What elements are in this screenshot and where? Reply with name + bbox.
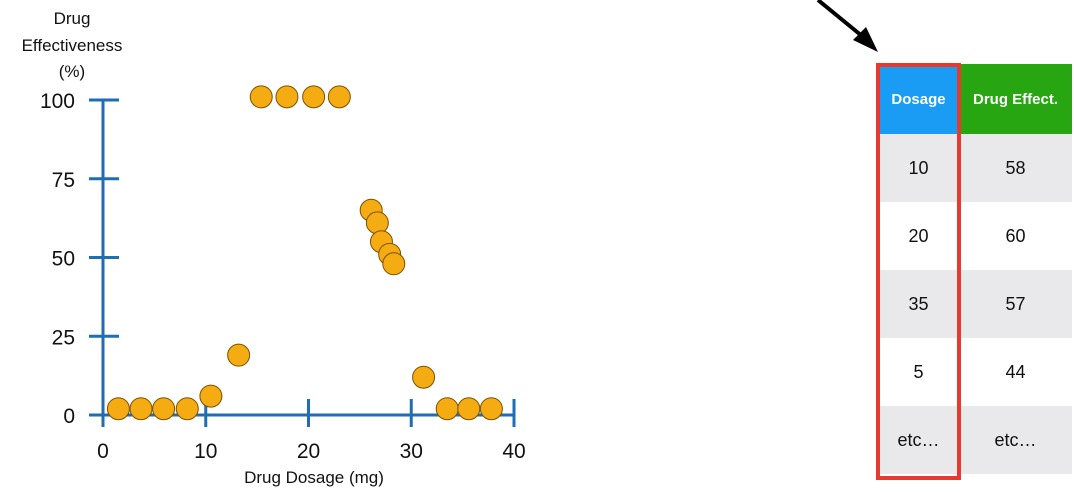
- data-point: [327, 85, 351, 109]
- x-tick-label: 10: [194, 440, 217, 463]
- y-tick-label: 0: [63, 405, 75, 428]
- data-table: Dosage Drug Effect. 10 58 20 60 35 57 5 …: [878, 64, 1072, 474]
- data-point: [106, 397, 130, 421]
- table-cell-effect: 44: [959, 338, 1072, 406]
- data-point: [302, 85, 326, 109]
- y-tick-label: 100: [40, 90, 75, 113]
- y-tick-label: 50: [52, 248, 75, 271]
- data-point: [412, 365, 436, 389]
- x-tick-label: 30: [400, 440, 423, 463]
- table-cell-effect: 57: [959, 270, 1072, 338]
- table-cell-dosage: etc…: [878, 406, 959, 474]
- table-cell-dosage: 5: [878, 338, 959, 406]
- table-cell-dosage: 35: [878, 270, 959, 338]
- data-point: [275, 85, 299, 109]
- x-tick-label: 20: [297, 440, 320, 463]
- y-axis-title-line-1: Drug: [54, 9, 91, 28]
- chart-ticks: [89, 98, 516, 427]
- x-tick-label: 0: [97, 440, 109, 463]
- chart-axes: [101, 100, 514, 417]
- data-point: [479, 397, 503, 421]
- y-axis-title-line-3: (%): [59, 62, 85, 81]
- table-header-dosage: Dosage: [878, 64, 959, 134]
- table-header-drug-effect: Drug Effect.: [959, 64, 1072, 134]
- data-point: [249, 85, 273, 109]
- chart-points: [106, 85, 503, 421]
- y-tick-label: 25: [52, 326, 75, 349]
- data-point: [365, 211, 389, 235]
- data-point: [457, 397, 481, 421]
- data-point: [227, 343, 251, 367]
- x-tick-label: 40: [502, 440, 525, 463]
- data-point: [175, 397, 199, 421]
- table-cell-effect: 60: [959, 202, 1072, 270]
- chart-tick-labels: 0 25 50 75 100 0 10 20 30 40: [40, 90, 526, 463]
- data-point: [152, 397, 176, 421]
- table-cell-dosage: 20: [878, 202, 959, 270]
- y-tick-label: 75: [52, 169, 75, 192]
- data-point: [199, 384, 223, 408]
- data-point: [382, 252, 406, 276]
- table-cell-effect: etc…: [959, 406, 1072, 474]
- table-cell-dosage: 10: [878, 134, 959, 202]
- x-axis-title: Drug Dosage (mg): [244, 468, 384, 487]
- table-cell-effect: 58: [959, 134, 1072, 202]
- data-point: [435, 397, 459, 421]
- y-axis-title-line-2: Effectiveness: [22, 36, 123, 55]
- data-point: [129, 397, 153, 421]
